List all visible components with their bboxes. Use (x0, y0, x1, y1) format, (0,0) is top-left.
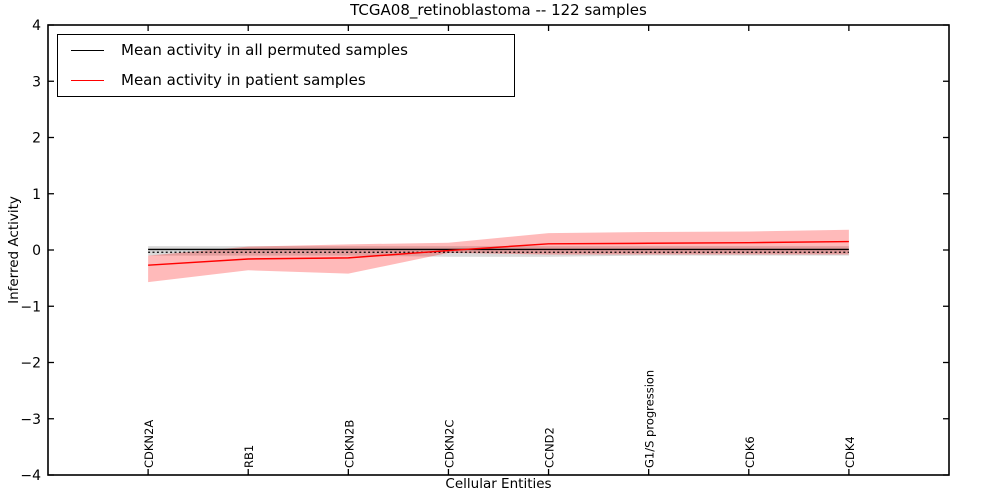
x-tick-label: CDKN2A (142, 420, 156, 468)
y-tick-label: 1 (32, 187, 41, 203)
y-tick-label: −4 (20, 468, 41, 484)
y-tick-label: −3 (20, 412, 41, 428)
y-tick-label: 2 (32, 131, 41, 147)
y-tick-label: 0 (32, 243, 41, 259)
series-line-1 (148, 240, 849, 266)
legend-label: Mean activity in all permuted samples (121, 41, 408, 59)
legend-entry-permuted: Mean activity in all permuted samples (58, 38, 514, 64)
legend-label: Mean activity in patient samples (121, 71, 366, 89)
x-tick-label: CDK6 (743, 436, 757, 468)
x-tick-label: RB1 (242, 445, 256, 468)
y-tick-label: 4 (32, 18, 41, 34)
series-band-0 (148, 246, 849, 257)
x-axis-title: Cellular Entities (445, 476, 552, 492)
x-tick-label: G1/S progression (643, 370, 657, 468)
chart-title: TCGA08_retinoblastoma -- 122 samples (350, 1, 647, 19)
x-tick-label: CDKN2B (342, 420, 356, 468)
y-tick-label: 3 (32, 74, 41, 90)
x-tick-label: CDK4 (843, 436, 857, 468)
y-tick-label: −1 (20, 299, 41, 315)
legend-entry-patient: Mean activity in patient samples (58, 68, 514, 94)
legend-box: Mean activity in all permuted samples Me… (57, 34, 515, 97)
red-line-sample-icon (71, 80, 104, 81)
x-tick-label: CDKN2C (442, 420, 456, 468)
x-tick-label: CCND2 (543, 427, 557, 468)
y-tick-label: −2 (20, 356, 41, 372)
black-line-sample-icon (71, 50, 104, 51)
